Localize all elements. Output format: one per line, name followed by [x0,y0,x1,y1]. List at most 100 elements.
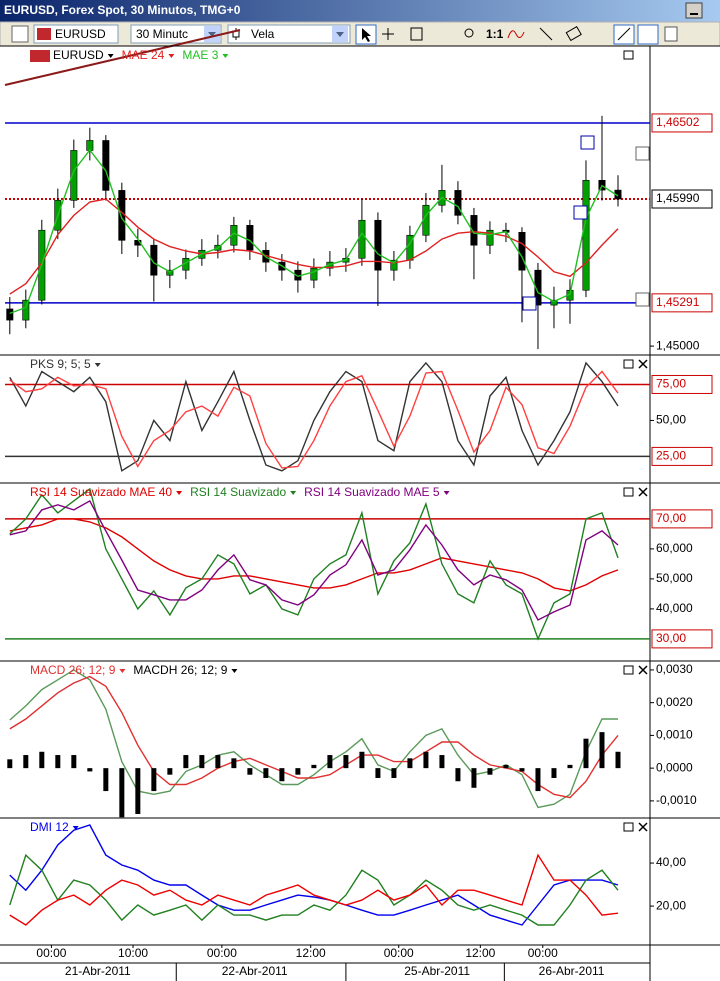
y-tick-label: 1,45000 [656,338,700,352]
y-tick-label: 50,00 [656,413,686,427]
candle-body [246,225,254,251]
histogram-bar [599,732,605,769]
y-tick-label: 0,0000 [656,760,693,774]
legend-entry[interactable]: RSI 14 Suavizado MAE 40 [30,485,172,499]
series-line [9,824,619,926]
histogram-bar [87,768,93,772]
zoom-ratio[interactable]: 1:1 [486,27,504,41]
candle-body [534,269,542,306]
histogram-bar [167,768,173,775]
order-marker[interactable] [573,205,588,220]
legend-entry[interactable]: MACD 26; 12; 9 [30,663,116,677]
histogram-bar [359,751,365,769]
dropdown-arrow [231,669,238,673]
histogram-bar [23,755,29,769]
panel-close[interactable] [638,822,648,832]
panel-maximize[interactable] [623,50,634,60]
panel-close[interactable] [638,665,648,675]
y-tick-label: 20,00 [656,898,686,912]
histogram-bar [391,768,397,778]
level-label-box [651,374,713,394]
dropdown-arrow [176,491,183,495]
zoom-tool[interactable] [464,28,474,38]
dropdown-arrow [443,491,450,495]
print-tool[interactable] [664,26,678,42]
histogram-bar [615,751,621,769]
dropdown-arrow [107,54,114,58]
legend-entry[interactable]: PKS 9; 5; 5 [30,357,91,371]
style-select[interactable] [227,24,351,44]
panel-maximize[interactable] [623,665,634,675]
level-label: 30,00 [656,631,686,645]
series-line [9,518,619,592]
fx-icon [37,28,51,40]
legend-entry[interactable]: RSI 14 Suavizado MAE 5 [304,485,440,499]
histogram-bar [55,755,61,769]
x-tick-label: 00:00 [36,946,66,960]
legend-entry[interactable]: MAE 24 [122,48,165,62]
level-label: 75,00 [656,377,686,391]
histogram-bar [247,768,253,775]
eraser-tool[interactable] [565,25,582,42]
title-bar [0,0,720,22]
info-tool[interactable] [410,27,423,41]
indicator-tool[interactable] [507,30,525,39]
order-marker[interactable] [635,146,650,161]
date-label: 21-Abr-2011 [65,964,131,978]
legend-entry[interactable]: RSI 14 Suavizado [190,485,286,499]
date-label: 26-Abr-2011 [539,964,605,978]
histogram-bar [135,768,141,814]
y-tick-label: 60,000 [656,541,693,555]
histogram-bar [439,755,445,769]
histogram-bar [263,768,269,778]
level-label-box [651,509,713,529]
histogram-bar [279,768,285,782]
series-line [9,853,619,926]
dropdown-arrow [208,32,216,37]
x-tick-label: 12:00 [465,946,495,960]
histogram-bar [231,758,237,769]
legend-entry[interactable]: MAE 3 [182,48,218,62]
histogram-bar [343,755,349,769]
candle-body [70,150,78,201]
legend-entry[interactable]: MACDH 26; 12; 9 [133,663,227,677]
histogram-bar [487,768,493,775]
histogram-bar [503,764,509,769]
panel-maximize[interactable] [623,487,634,497]
line-tool[interactable] [539,27,553,41]
y-tick-label: 40,000 [656,601,693,615]
histogram-bar [103,768,109,792]
style-select-text: Vela [251,27,275,41]
y-tick-label: 50,000 [656,571,693,585]
symbol-select[interactable] [33,24,119,44]
magnet-tool[interactable] [637,24,659,45]
dropdown-arrow [119,669,126,673]
panel-maximize[interactable] [623,359,634,369]
histogram-bar [311,764,317,769]
histogram-bar [39,751,45,769]
order-marker[interactable] [522,296,537,311]
order-marker[interactable] [580,135,595,150]
histogram-bar [423,751,429,769]
trend-line[interactable] [4,29,241,86]
autoscale-icon [617,27,631,41]
histogram-bar [583,738,589,769]
series-line [9,675,619,799]
order-marker[interactable] [635,292,650,307]
candle-body [22,299,30,321]
panel-maximize[interactable] [623,822,634,832]
x-tick-label: 00:00 [528,946,558,960]
level-label: 1,45291 [656,295,700,309]
toolbar-button[interactable] [11,25,29,43]
level-label-box [651,113,713,133]
histogram-bar [199,755,205,769]
histogram-bar [455,768,461,782]
level-label-box [651,446,713,466]
panel-close[interactable] [638,487,648,497]
legend-entry[interactable]: DMI 12 [30,820,69,834]
x-tick-label: 00:00 [384,946,414,960]
minimize-button[interactable] [685,2,703,19]
level-label-box [651,293,713,313]
date-label: 22-Abr-2011 [222,964,288,978]
panel-close[interactable] [638,359,648,369]
